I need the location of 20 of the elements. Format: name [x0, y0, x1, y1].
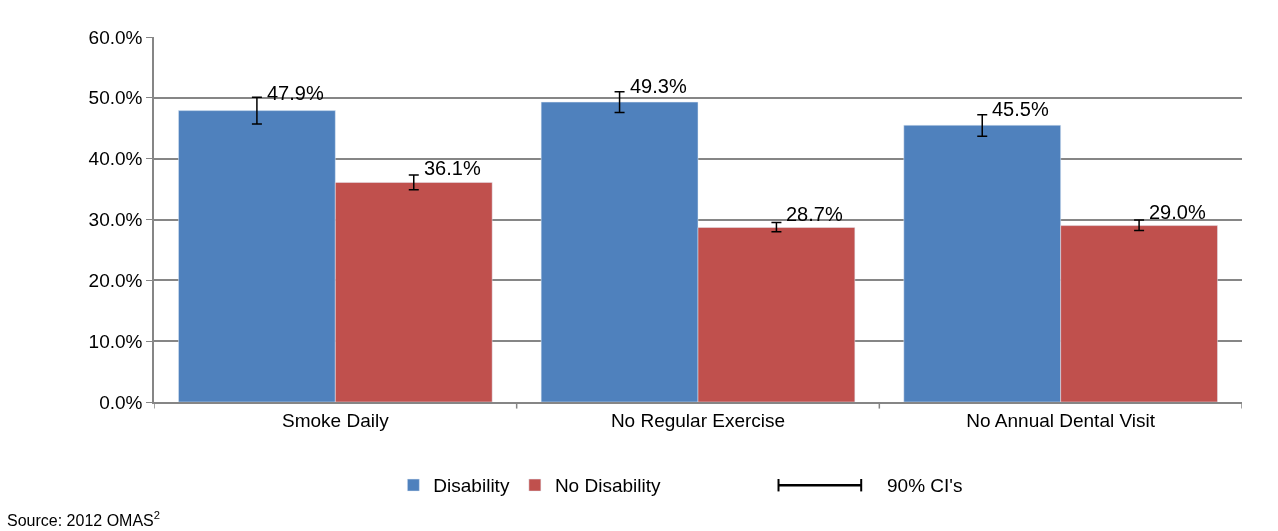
- data-label: 47.9%: [267, 82, 324, 104]
- source-note: Source: 2012 OMAS$^{2}$: [7, 509, 160, 529]
- y-tick-label: 30.0%: [88, 209, 143, 231]
- y-tick-label: 40.0%: [88, 148, 143, 170]
- data-label: 28.7%: [786, 203, 843, 225]
- x-tick-label: No Regular Exercise: [610, 409, 786, 431]
- x-tick-label: Smoke Daily: [282, 409, 390, 431]
- y-tick-label: 0.0%: [99, 391, 143, 413]
- x-tick-label: No Annual Dental Visit: [966, 409, 1156, 431]
- data-label: 45.5%: [992, 98, 1049, 120]
- data-label: 49.3%: [630, 75, 687, 97]
- data-label: 36.1%: [424, 157, 481, 179]
- text: 90% CI's: [887, 475, 963, 496]
- y-tick-label: 50.0%: [88, 87, 143, 109]
- y-tick-label: 60.0%: [88, 26, 143, 48]
- y-tick-label: 10.0%: [88, 330, 143, 352]
- legend-label: Disability: [433, 475, 510, 497]
- legend-label: No Disability: [554, 475, 661, 497]
- data-label: 29.0%: [1149, 201, 1206, 223]
- y-tick-label: 20.0%: [88, 269, 143, 291]
